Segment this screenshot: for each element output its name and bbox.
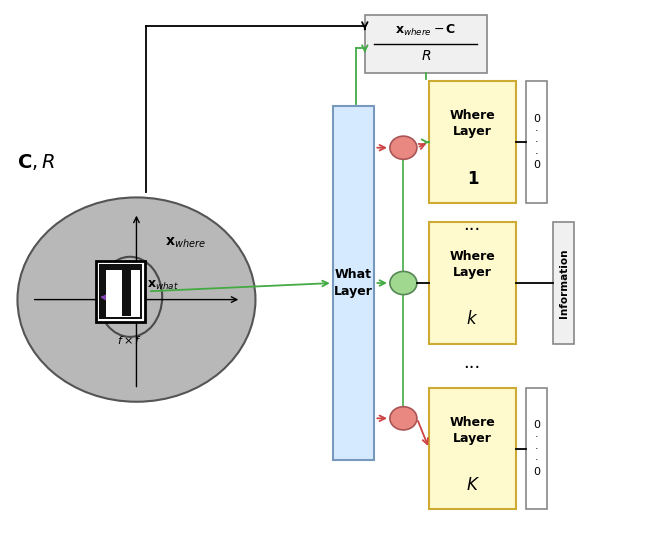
Text: $\mathbf{x}_{where}$: $\mathbf{x}_{where}$ <box>165 235 206 250</box>
Text: Where
Layer: Where Layer <box>450 250 495 279</box>
Text: ...: ... <box>464 216 481 234</box>
Circle shape <box>17 198 255 402</box>
Text: $\mathbf{x}_{what}$: $\mathbf{x}_{what}$ <box>147 279 179 292</box>
FancyBboxPatch shape <box>429 388 516 509</box>
Text: Where
Layer: Where Layer <box>450 109 495 139</box>
Text: What
Layer: What Layer <box>334 268 373 298</box>
FancyBboxPatch shape <box>429 223 516 344</box>
Text: $k$: $k$ <box>466 310 479 329</box>
Text: $R$: $R$ <box>421 49 431 63</box>
Circle shape <box>390 407 417 430</box>
Circle shape <box>390 271 417 295</box>
FancyBboxPatch shape <box>121 266 130 316</box>
Text: 0
·
·
·
0: 0 · · · 0 <box>533 114 540 170</box>
FancyBboxPatch shape <box>365 15 487 73</box>
FancyBboxPatch shape <box>106 265 140 317</box>
FancyBboxPatch shape <box>552 223 574 344</box>
Text: Where
Layer: Where Layer <box>450 416 495 445</box>
FancyBboxPatch shape <box>526 388 547 509</box>
FancyBboxPatch shape <box>526 82 547 203</box>
Circle shape <box>390 136 417 159</box>
Text: $\mathbf{C}, R$: $\mathbf{C}, R$ <box>17 152 56 171</box>
FancyBboxPatch shape <box>99 264 142 319</box>
Text: $K$: $K$ <box>466 476 479 494</box>
Text: 0
·
·
·
0: 0 · · · 0 <box>533 421 540 477</box>
FancyBboxPatch shape <box>99 264 140 270</box>
FancyBboxPatch shape <box>429 82 516 203</box>
FancyBboxPatch shape <box>333 107 375 460</box>
FancyBboxPatch shape <box>96 261 145 322</box>
Text: Information: Information <box>559 248 568 318</box>
Text: $\mathbf{x}_{where} - \mathbf{C}$: $\mathbf{x}_{where} - \mathbf{C}$ <box>395 23 457 38</box>
Text: ...: ... <box>464 354 481 372</box>
Text: $f \times f$: $f \times f$ <box>117 334 142 346</box>
Text: 1: 1 <box>467 170 478 188</box>
